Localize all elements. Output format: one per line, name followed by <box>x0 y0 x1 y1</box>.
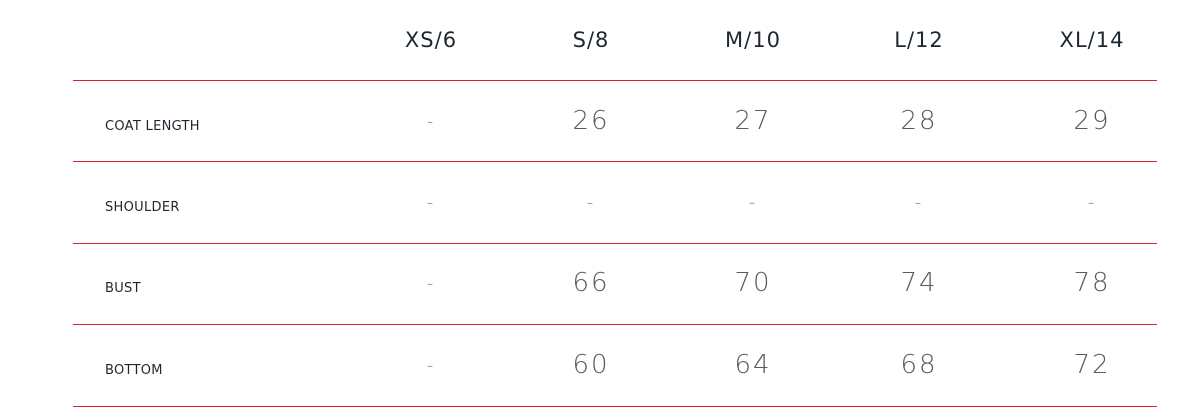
cell-value: 72 <box>1073 350 1111 380</box>
cell-value: 60 <box>572 350 610 380</box>
cell-value: 27 <box>734 106 772 136</box>
row-divider <box>73 80 1157 81</box>
column-header: S/8 <box>572 28 610 52</box>
cell-value: 70 <box>734 268 772 298</box>
column-header: XL/14 <box>1059 28 1125 52</box>
row-divider <box>73 406 1157 407</box>
cell-value: - <box>426 111 436 132</box>
cell-value: - <box>1087 192 1097 213</box>
row-divider <box>73 324 1157 325</box>
cell-value: 66 <box>572 268 610 298</box>
row-label: COAT LENGTH <box>105 119 200 134</box>
cell-value: - <box>426 192 436 213</box>
column-header: M/10 <box>725 28 781 52</box>
cell-value: - <box>426 355 436 376</box>
row-label: BUST <box>105 281 141 296</box>
row-label: SHOULDER <box>105 200 180 215</box>
cell-value: 28 <box>900 106 938 136</box>
cell-value: 68 <box>900 350 938 380</box>
row-divider <box>73 243 1157 244</box>
column-header: L/12 <box>894 28 944 52</box>
cell-value: 29 <box>1073 106 1111 136</box>
column-header: XS/6 <box>404 28 458 52</box>
cell-value: - <box>426 273 436 294</box>
cell-value: 78 <box>1073 268 1111 298</box>
cell-value: - <box>586 192 596 213</box>
cell-value: - <box>748 192 758 213</box>
cell-value: 74 <box>900 268 938 298</box>
cell-value: 26 <box>572 106 610 136</box>
cell-value: 64 <box>734 350 772 380</box>
cell-value: - <box>914 192 924 213</box>
row-label: BOTTOM <box>105 363 163 378</box>
row-divider <box>73 161 1157 162</box>
